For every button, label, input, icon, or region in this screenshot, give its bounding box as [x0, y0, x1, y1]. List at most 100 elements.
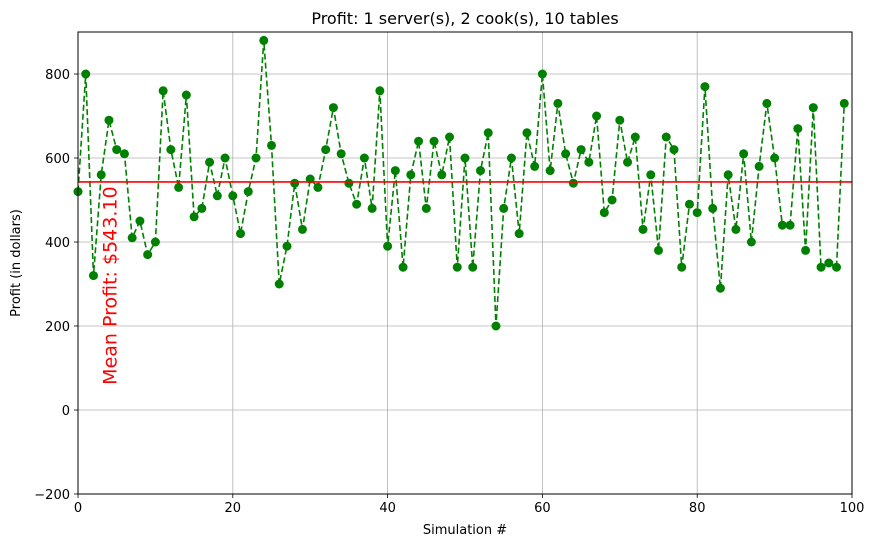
data-point [112, 145, 122, 155]
data-point [290, 178, 300, 188]
data-point [770, 153, 780, 163]
data-point [661, 132, 671, 142]
data-point [522, 128, 532, 138]
mean-profit-annotation: Mean Profit: $543.10 [100, 186, 122, 384]
y-axis-ticks: −200 0 200 400 600 800 [34, 68, 78, 503]
data-point [274, 279, 284, 289]
data-point [623, 157, 633, 167]
data-point [793, 124, 803, 134]
chart-title: Profit: 1 server(s), 2 cook(s), 10 table… [311, 9, 618, 28]
data-point [297, 224, 307, 234]
data-point [437, 170, 447, 180]
data-point [452, 262, 462, 272]
x-tick-label: 100 [840, 501, 865, 516]
y-axis-label: Profit (in dollars) [9, 209, 24, 317]
data-point [561, 149, 571, 159]
data-point [630, 132, 640, 142]
data-point [576, 145, 586, 155]
data-point [746, 237, 756, 247]
data-point [777, 220, 787, 230]
data-point [158, 86, 168, 96]
data-point [638, 224, 648, 234]
data-point [445, 132, 455, 142]
x-axis-ticks: 0 20 40 60 80 100 [74, 494, 865, 516]
plot-frame [77, 31, 853, 495]
data-point [684, 199, 694, 209]
data-point [143, 250, 153, 260]
data-point [429, 136, 439, 146]
data-point [731, 224, 741, 234]
data-point [212, 191, 222, 201]
data-point [607, 195, 617, 205]
data-point [669, 145, 679, 155]
data-point [700, 82, 710, 92]
data-point [491, 321, 501, 331]
data-point [692, 208, 702, 218]
data-point [375, 86, 385, 96]
data-point [282, 241, 292, 251]
data-point [414, 136, 424, 146]
data-point [243, 187, 253, 197]
data-point [96, 170, 106, 180]
data-point [197, 203, 207, 213]
data-point [104, 115, 114, 125]
data-point [174, 182, 184, 192]
data-point [499, 203, 509, 213]
data-point [336, 149, 346, 159]
data-point [119, 149, 129, 159]
data-point [189, 212, 199, 222]
data-point [383, 241, 393, 251]
data-point [715, 283, 725, 293]
data-point [816, 262, 826, 272]
data-point [81, 69, 91, 79]
data-point [398, 262, 408, 272]
data-point [328, 103, 338, 113]
data-point [654, 245, 663, 255]
data-point [367, 203, 377, 213]
data-point [468, 262, 478, 272]
data-point [236, 229, 246, 239]
data-point [460, 153, 470, 163]
y-tick-label: 400 [45, 236, 70, 251]
data-point [181, 90, 191, 100]
data-point [545, 166, 555, 176]
x-tick-label: 40 [379, 501, 396, 516]
data-point [824, 258, 834, 268]
data-point [568, 178, 578, 188]
data-point [352, 199, 362, 209]
y-tick-label: 0 [62, 404, 70, 419]
data-point [801, 245, 811, 255]
data-point [708, 203, 718, 213]
data-point [537, 69, 547, 79]
data-point [251, 153, 261, 163]
data-point [530, 161, 540, 171]
x-tick-label: 60 [534, 501, 551, 516]
data-point [88, 271, 98, 281]
data-point [313, 182, 323, 192]
data-point [739, 149, 749, 159]
data-point [592, 111, 602, 121]
data-point [615, 115, 625, 125]
data-point [344, 178, 354, 188]
data-point [808, 103, 818, 113]
data-point [259, 35, 269, 45]
data-point [359, 153, 369, 163]
data-point [475, 166, 485, 176]
data-point [267, 140, 276, 150]
y-tick-label: −200 [34, 488, 70, 503]
data-point [832, 262, 842, 272]
data-point [646, 170, 656, 180]
grid-lines [77, 32, 853, 495]
data-point [584, 157, 594, 167]
data-point [135, 216, 145, 226]
data-point [754, 161, 764, 171]
data-point [321, 145, 331, 155]
profit-series-line [77, 40, 846, 327]
data-point [514, 229, 524, 239]
x-tick-label: 0 [74, 501, 82, 516]
data-point [723, 170, 733, 180]
x-tick-label: 20 [225, 501, 242, 516]
data-point [839, 98, 849, 108]
data-point [220, 153, 230, 163]
